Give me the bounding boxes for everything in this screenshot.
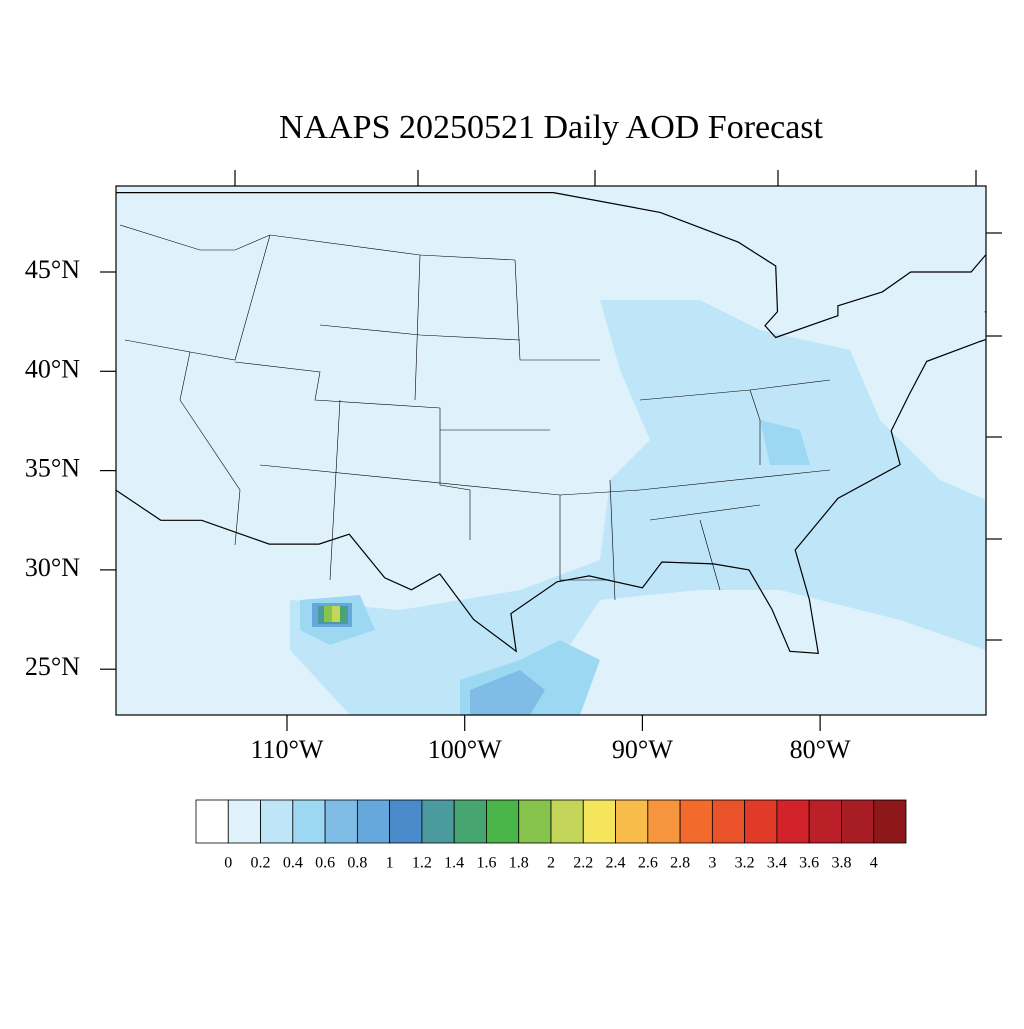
frame-ticks bbox=[234, 170, 1002, 641]
colorbar-box bbox=[292, 799, 326, 844]
colorbar-label: 2.6 bbox=[638, 855, 658, 872]
lat-label: 45°N bbox=[25, 255, 80, 284]
lon-label: 80°W bbox=[790, 735, 851, 764]
colorbar-box bbox=[486, 799, 520, 844]
colorbar-box bbox=[421, 799, 455, 844]
colorbar-box bbox=[711, 799, 746, 844]
colorbar-label: 2.4 bbox=[606, 855, 626, 872]
colorbar-box bbox=[808, 799, 842, 844]
colorbar-box bbox=[389, 799, 423, 844]
colorbar-box bbox=[550, 799, 584, 844]
colorbar-label: 3.4 bbox=[767, 855, 787, 872]
colorbar-box bbox=[227, 799, 261, 844]
colorbar-label: 1 bbox=[386, 855, 394, 872]
lon-label: 90°W bbox=[612, 735, 673, 764]
colorbar-label: 0.2 bbox=[251, 855, 271, 872]
map-area bbox=[116, 186, 986, 715]
colorbar-label: 3.8 bbox=[831, 855, 851, 872]
colorbar-label: 0.6 bbox=[315, 855, 335, 872]
lat-label: 25°N bbox=[25, 652, 80, 681]
colorbar-label: 2 bbox=[547, 855, 555, 872]
colorbar-box bbox=[324, 799, 358, 844]
colorbar-label: 3 bbox=[708, 855, 716, 872]
colorbar-box bbox=[582, 799, 616, 844]
colorbar-label: 1.8 bbox=[509, 855, 529, 872]
colorbar-box bbox=[679, 799, 713, 844]
colorbar-box bbox=[873, 799, 907, 844]
colorbar-box bbox=[453, 799, 487, 844]
colorbar: 0 0.2 0.4 0.6 0.8 1 1.2 1.4 1.6 1.8 2 2.2 2.4 2.6 2.8 3… bbox=[195, 799, 907, 872]
map-frame bbox=[115, 185, 987, 716]
lon-label: 100°W bbox=[428, 735, 502, 764]
colorbar-label: 0.4 bbox=[283, 855, 303, 872]
map-title: NAAPS 20250521 Daily AOD Forecast bbox=[279, 109, 824, 146]
colorbar-label: 4 bbox=[870, 855, 878, 872]
colorbar-box bbox=[195, 799, 229, 844]
colorbar-label: 0.8 bbox=[347, 855, 367, 872]
colorbar-box bbox=[356, 799, 391, 844]
colorbar-label: 3.2 bbox=[735, 855, 755, 872]
coastline bbox=[116, 192, 986, 654]
colorbar-box bbox=[615, 799, 649, 844]
colorbar-label: 1.6 bbox=[476, 855, 496, 872]
colorbar-label: 1.4 bbox=[444, 855, 464, 872]
colorbar-label: 0 bbox=[224, 855, 232, 872]
colorbar-box bbox=[841, 799, 875, 844]
colorbar-label: 2.8 bbox=[670, 855, 690, 872]
lat-label: 35°N bbox=[25, 454, 80, 483]
colorbar-box bbox=[776, 799, 810, 844]
lat-label: 40°N bbox=[25, 354, 80, 383]
colorbar-box bbox=[260, 799, 294, 844]
lat-label: 30°N bbox=[25, 553, 80, 582]
state-borders bbox=[119, 224, 831, 601]
aod-shading bbox=[290, 300, 986, 715]
colorbar-label: 1.2 bbox=[412, 855, 432, 872]
colorbar-box bbox=[518, 799, 552, 844]
colorbar-label: 2.2 bbox=[573, 855, 593, 872]
lon-label: 110°W bbox=[251, 735, 324, 764]
colorbar-label: 3.6 bbox=[799, 855, 819, 872]
colorbar-box bbox=[647, 799, 681, 844]
colorbar-box bbox=[744, 799, 778, 844]
